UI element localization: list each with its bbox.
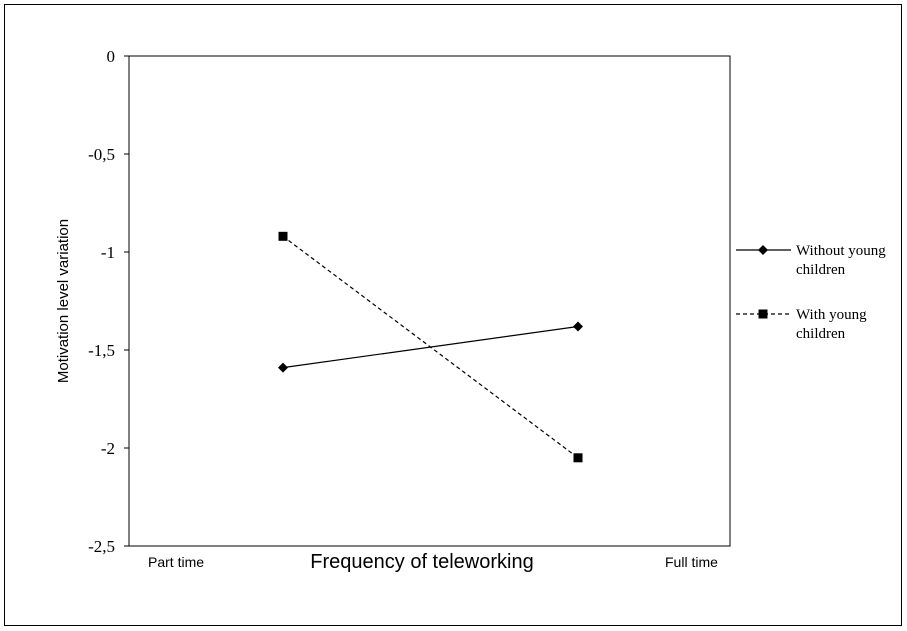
series-2-point-2: [573, 453, 583, 463]
line-chart: 0 -0,5 -1 -1,5 -2 -2,5 Part time Full time Fr…: [55, 47, 886, 573]
legend-label-1: Without young: [796, 243, 886, 259]
series-1-point-2: [573, 321, 583, 332]
y-tick-label: -0,5: [88, 145, 115, 164]
chart-frame: 0 -0,5 -1 -1,5 -2 -2,5 Part time Full time Fr…: [4, 4, 902, 626]
series-lines: [282, 235, 579, 459]
plot-area: [128, 55, 731, 547]
legend-label-2: children: [796, 326, 846, 342]
legend-label-2: With young: [796, 307, 867, 323]
series-line-2: [282, 235, 579, 459]
y-tick-label: 0: [107, 47, 116, 66]
y-axis-ticks: 0 -0,5 -1 -1,5 -2 -2,5: [88, 47, 129, 556]
series-2-point-1: [278, 231, 288, 241]
legend: Without young children With young children: [736, 243, 886, 342]
y-axis-title: Motivation level variation: [55, 219, 72, 383]
x-label-part-time: Part time: [148, 554, 204, 570]
x-label-full-time: Full time: [665, 554, 718, 570]
series-markers: [278, 231, 583, 463]
y-tick-label: -1: [101, 243, 115, 262]
y-tick-label: -1,5: [88, 341, 115, 360]
series-1-point-1: [278, 362, 288, 373]
y-tick-label: -2,5: [88, 537, 115, 556]
x-axis-title: Frequency of teleworking: [310, 551, 533, 573]
legend-label-1: children: [796, 262, 846, 278]
y-tick-label: -2: [101, 439, 115, 458]
legend-marker-1: [758, 245, 768, 255]
legend-marker-2: [758, 309, 768, 319]
